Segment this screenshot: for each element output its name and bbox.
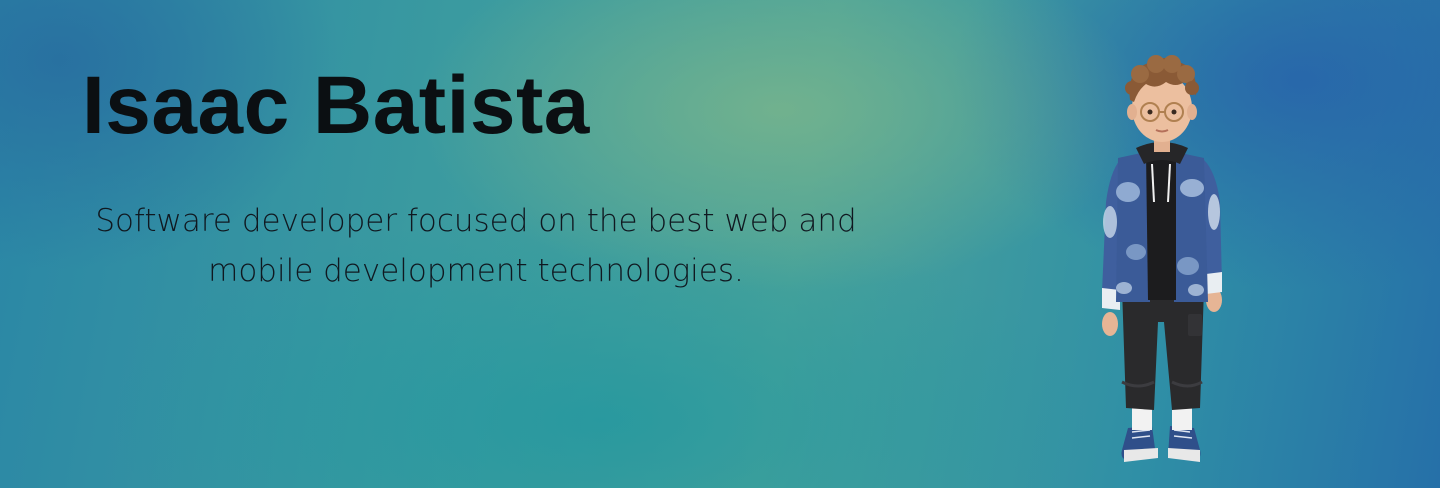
head (1125, 55, 1199, 142)
pants (1121, 288, 1204, 410)
tagline-line-2: mobile development technologies. (208, 253, 744, 289)
profile-tagline: Software developer focused on the best w… (80, 196, 872, 296)
tagline-line-1: Software developer focused on the best w… (95, 203, 857, 239)
sneakers (1121, 426, 1201, 462)
denim-jacket (1102, 152, 1222, 310)
profile-name: Isaac Batista (82, 60, 590, 151)
person-avatar-icon (1102, 55, 1222, 462)
